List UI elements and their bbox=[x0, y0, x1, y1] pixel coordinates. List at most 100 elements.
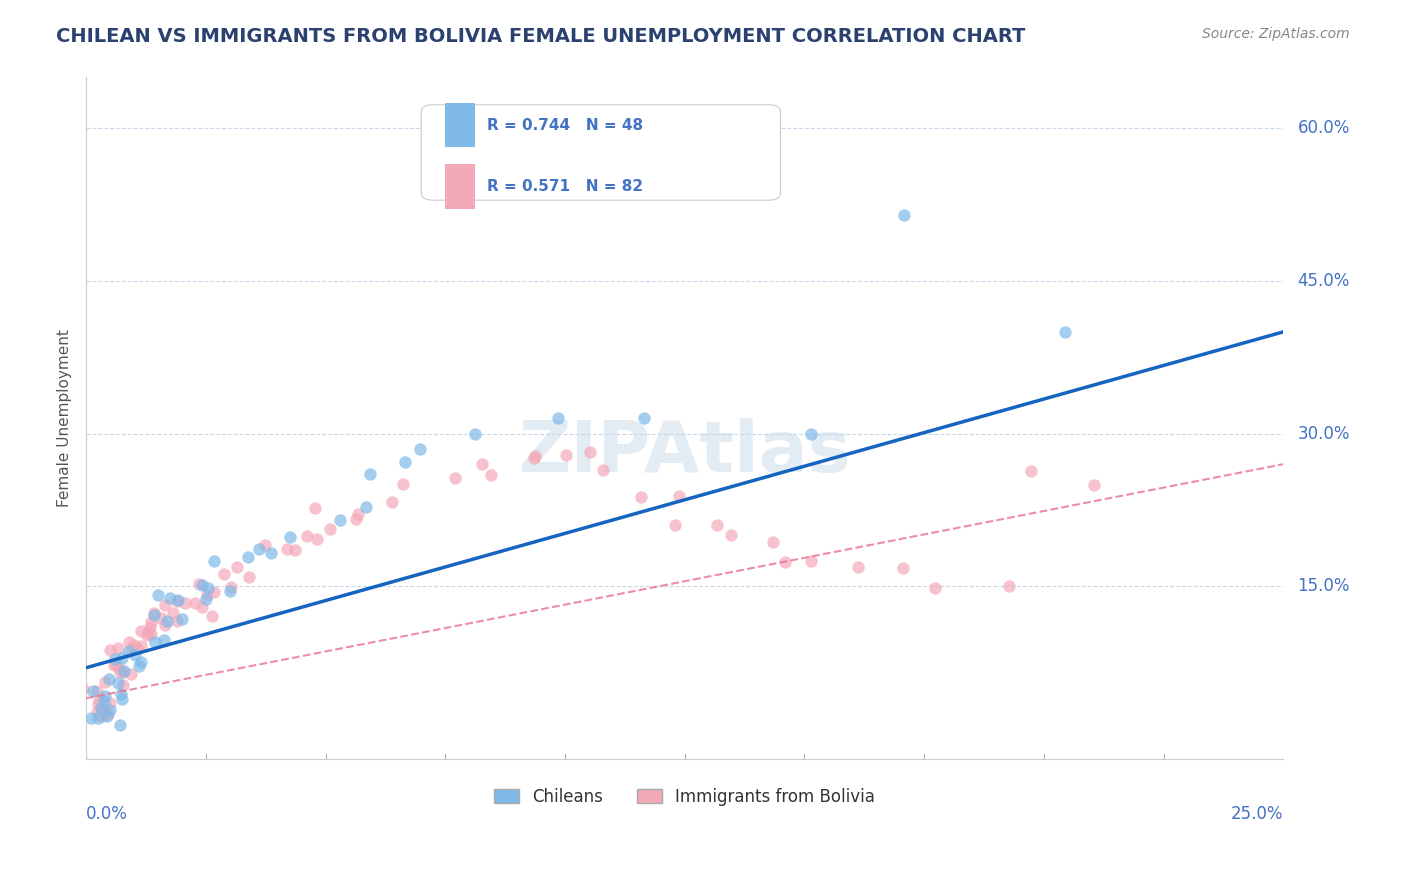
Text: 60.0%: 60.0% bbox=[1298, 120, 1350, 137]
Point bbox=[547, 411, 569, 425]
Point bbox=[191, 600, 214, 615]
Point bbox=[346, 508, 368, 522]
Point bbox=[848, 560, 870, 574]
Point bbox=[143, 607, 166, 622]
Point bbox=[800, 554, 823, 568]
Point bbox=[86, 683, 108, 698]
Point bbox=[394, 455, 416, 469]
Point bbox=[297, 529, 319, 543]
Point bbox=[110, 687, 132, 701]
Point bbox=[800, 427, 823, 442]
Y-axis label: Female Unemployment: Female Unemployment bbox=[58, 329, 72, 508]
Point bbox=[254, 538, 277, 552]
Point bbox=[630, 490, 652, 504]
Point bbox=[195, 588, 218, 602]
Point bbox=[90, 708, 112, 723]
Text: Source: ZipAtlas.com: Source: ZipAtlas.com bbox=[1202, 27, 1350, 41]
Point bbox=[212, 566, 235, 581]
Bar bbox=[446, 103, 475, 147]
Point bbox=[111, 651, 134, 665]
Point bbox=[148, 588, 170, 602]
Point bbox=[187, 577, 209, 591]
Point bbox=[166, 594, 188, 608]
Point bbox=[98, 643, 121, 657]
Point bbox=[131, 655, 153, 669]
Point bbox=[664, 518, 686, 533]
Point bbox=[108, 665, 131, 680]
Point bbox=[97, 672, 120, 686]
Point bbox=[633, 411, 655, 425]
Point bbox=[720, 528, 742, 542]
Text: R = 0.571   N = 82: R = 0.571 N = 82 bbox=[486, 179, 644, 194]
Text: ZIPAtlas: ZIPAtlas bbox=[519, 418, 851, 487]
Point bbox=[471, 457, 494, 471]
Point bbox=[893, 208, 915, 222]
Point bbox=[156, 614, 179, 628]
Point bbox=[111, 691, 134, 706]
Point bbox=[143, 634, 166, 648]
Point bbox=[167, 592, 190, 607]
Point bbox=[121, 640, 143, 655]
Point bbox=[226, 560, 249, 574]
Point bbox=[108, 718, 131, 732]
Point bbox=[195, 591, 218, 606]
Point bbox=[90, 701, 112, 715]
Point bbox=[89, 694, 111, 708]
Point bbox=[238, 570, 260, 584]
Point bbox=[138, 620, 160, 634]
Point bbox=[924, 581, 946, 595]
Point bbox=[120, 666, 142, 681]
Point bbox=[219, 583, 242, 598]
Point bbox=[153, 598, 176, 612]
Point bbox=[86, 706, 108, 720]
Point bbox=[80, 711, 103, 725]
Point bbox=[153, 632, 176, 647]
Point bbox=[124, 648, 146, 662]
Point bbox=[307, 533, 329, 547]
Point bbox=[1019, 464, 1042, 478]
Point bbox=[136, 625, 159, 640]
Point bbox=[219, 580, 242, 594]
Point bbox=[998, 579, 1021, 593]
Point bbox=[191, 578, 214, 592]
Point bbox=[276, 542, 298, 557]
Point bbox=[139, 626, 162, 640]
Point bbox=[94, 675, 117, 690]
Point bbox=[184, 596, 207, 610]
Point bbox=[523, 449, 546, 463]
Point bbox=[238, 550, 260, 565]
Text: 15.0%: 15.0% bbox=[1298, 577, 1350, 595]
Point bbox=[592, 463, 614, 477]
Point bbox=[356, 500, 378, 515]
Point bbox=[762, 535, 785, 549]
Point bbox=[344, 511, 367, 525]
Point bbox=[82, 683, 104, 698]
Point bbox=[159, 591, 181, 606]
Point bbox=[135, 628, 157, 642]
Point bbox=[278, 530, 301, 544]
Point bbox=[112, 664, 135, 678]
Point bbox=[172, 612, 194, 626]
Point bbox=[97, 706, 120, 721]
Point bbox=[87, 697, 110, 711]
Point bbox=[284, 542, 307, 557]
Point bbox=[98, 696, 121, 710]
Point bbox=[94, 690, 117, 704]
Point bbox=[104, 657, 127, 672]
Point bbox=[112, 678, 135, 692]
Point bbox=[1054, 326, 1077, 340]
Point bbox=[112, 665, 135, 680]
Point bbox=[93, 694, 115, 708]
Point bbox=[93, 705, 115, 719]
Text: R = 0.744   N = 48: R = 0.744 N = 48 bbox=[486, 118, 644, 133]
Legend: Chileans, Immigrants from Bolivia: Chileans, Immigrants from Bolivia bbox=[488, 781, 882, 813]
Point bbox=[304, 501, 326, 516]
Point bbox=[197, 581, 219, 595]
Point bbox=[98, 702, 121, 716]
Point bbox=[129, 639, 152, 653]
Point bbox=[118, 644, 141, 658]
Point bbox=[328, 513, 350, 527]
Point bbox=[107, 676, 129, 690]
Point bbox=[668, 489, 690, 503]
Point bbox=[891, 561, 914, 575]
